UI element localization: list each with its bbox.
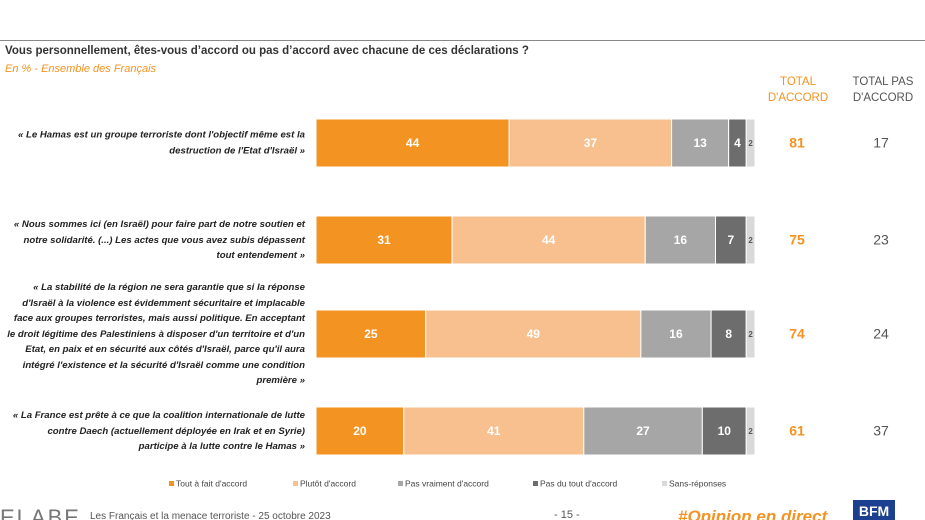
total-accord: 61 bbox=[789, 423, 805, 439]
value-label: 16 bbox=[674, 233, 688, 247]
value-label: 41 bbox=[487, 424, 501, 438]
bar-segment bbox=[315, 406, 405, 456]
bar-segment bbox=[745, 309, 756, 359]
bar-segment bbox=[701, 406, 747, 456]
total-accord: 75 bbox=[789, 232, 805, 248]
bar-segment bbox=[315, 309, 427, 359]
bar-segment bbox=[671, 118, 730, 168]
footer-page: - 15 - bbox=[554, 509, 580, 520]
value-label: 2 bbox=[748, 427, 753, 436]
value-label: 16 bbox=[669, 327, 683, 341]
subtitle: En % - Ensemble des Français bbox=[5, 63, 157, 75]
bar-segment bbox=[583, 406, 703, 456]
legend-label: Pas vraiment d'accord bbox=[405, 478, 489, 488]
legend-swatch bbox=[533, 481, 538, 486]
value-label: 49 bbox=[527, 327, 541, 341]
footer-logo: BFM bbox=[853, 500, 895, 520]
legend-label: Plutôt d'accord bbox=[300, 478, 356, 488]
value-label: 2 bbox=[748, 330, 753, 339]
value-label: 27 bbox=[636, 424, 650, 438]
bar-segment bbox=[745, 215, 756, 265]
bar-segment bbox=[315, 215, 453, 265]
bar-segment bbox=[451, 215, 646, 265]
total-pas-accord: 37 bbox=[873, 423, 889, 439]
statement: « La stabilité de la région ne sera gara… bbox=[7, 281, 305, 386]
value-label: 4 bbox=[734, 136, 741, 150]
footer-brand: ELABE bbox=[0, 505, 81, 520]
legend-swatch bbox=[662, 481, 667, 486]
question: Vous personnellement, êtes-vous d’accord… bbox=[5, 45, 529, 57]
bar-segment bbox=[714, 215, 747, 265]
bar-segment bbox=[508, 118, 673, 168]
total-pas-accord: 24 bbox=[873, 326, 889, 342]
value-label: 13 bbox=[693, 136, 707, 150]
value-label: 2 bbox=[748, 139, 753, 148]
bar-segment bbox=[710, 309, 747, 359]
value-label: 25 bbox=[364, 327, 378, 341]
bar-segment bbox=[644, 215, 716, 265]
legend-label: Sans-réponses bbox=[669, 478, 726, 488]
statement: « La France est prête à ce que la coalit… bbox=[12, 409, 305, 452]
legend-swatch bbox=[398, 481, 403, 486]
footer-hashtag: #Opinion en direct bbox=[678, 507, 828, 520]
value-label: 44 bbox=[542, 233, 556, 247]
total-header: TOTAL PAS D'ACCORD bbox=[852, 76, 914, 104]
value-label: 20 bbox=[353, 424, 367, 438]
bar-segment bbox=[745, 406, 756, 456]
total-accord: 74 bbox=[789, 326, 805, 342]
total-accord: 81 bbox=[789, 135, 805, 151]
bar-segment bbox=[745, 118, 756, 168]
legend-label: Pas du tout d'accord bbox=[540, 478, 617, 488]
value-label: 8 bbox=[725, 327, 732, 341]
value-label: 37 bbox=[584, 136, 598, 150]
value-label: 2 bbox=[748, 236, 753, 245]
legend-label: Tout à fait d'accord bbox=[176, 478, 247, 488]
value-label: 44 bbox=[406, 136, 420, 150]
separator bbox=[0, 40, 925, 41]
value-label: 31 bbox=[377, 233, 391, 247]
statement: « Le Hamas est un groupe terroriste dont… bbox=[18, 129, 305, 157]
bar-segment bbox=[403, 406, 585, 456]
statement: « Nous sommes ici (en Israël) pour faire… bbox=[13, 218, 305, 261]
bar-segment bbox=[640, 309, 712, 359]
value-label: 10 bbox=[718, 424, 732, 438]
footer-text: Les Français et la menace terroriste - 2… bbox=[90, 511, 331, 520]
value-label: 7 bbox=[728, 233, 735, 247]
total-header: TOTAL D'ACCORD bbox=[767, 76, 829, 104]
legend-swatch bbox=[293, 481, 298, 486]
total-pas-accord: 23 bbox=[873, 232, 889, 248]
total-pas-accord: 17 bbox=[873, 135, 889, 151]
legend-swatch bbox=[169, 481, 174, 486]
